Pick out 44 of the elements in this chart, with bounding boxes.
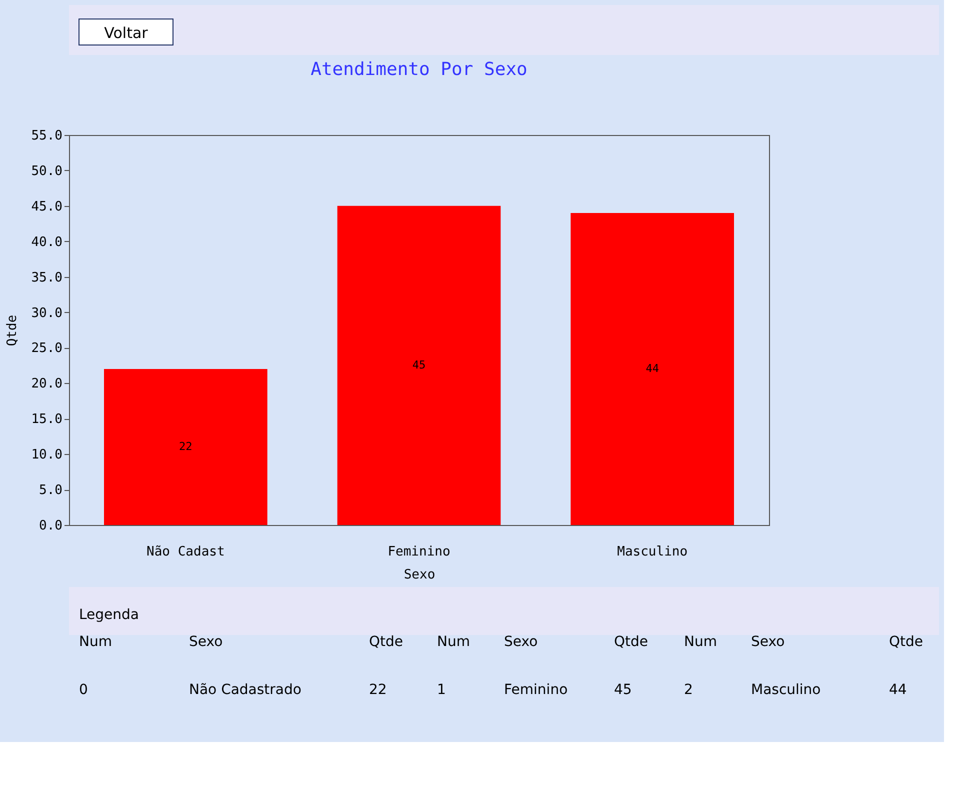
data-label: 44 xyxy=(646,362,660,375)
x-axis-title: Sexo xyxy=(404,568,436,582)
data-label: 45 xyxy=(412,358,426,372)
y-tick-label: 10.0 xyxy=(31,448,62,463)
y-tick-label: 25.0 xyxy=(31,341,62,356)
y-tick-label: 40.0 xyxy=(31,234,62,250)
y-tick-label: 0.0 xyxy=(39,518,62,534)
x-tick-label: Não Cadast xyxy=(146,544,225,560)
text: 22 xyxy=(369,682,387,698)
y-tick-label: 5.0 xyxy=(39,483,62,498)
text: Sexo xyxy=(504,634,538,650)
data-label: 22 xyxy=(179,440,192,453)
y-tick-label: 20.0 xyxy=(31,376,62,392)
text: 44 xyxy=(889,682,907,698)
y-tick-label: 45.0 xyxy=(31,199,62,214)
text: Num xyxy=(684,634,717,650)
text: Sexo xyxy=(751,634,785,650)
text: Sexo xyxy=(189,634,223,650)
bar xyxy=(337,206,501,525)
text: Voltar xyxy=(104,24,149,42)
text: Não Cadastrado xyxy=(189,682,302,698)
x-tick-label: Masculino xyxy=(617,544,688,560)
x-tick-label: Feminino xyxy=(388,544,450,560)
y-tick-label: 55.0 xyxy=(31,128,62,144)
text: 2 xyxy=(684,682,693,698)
y-tick-label: 35.0 xyxy=(31,270,62,286)
text: Num xyxy=(79,634,112,650)
text: Num xyxy=(437,634,470,650)
bar xyxy=(570,213,734,525)
text: Qtde xyxy=(889,634,924,650)
text: 45 xyxy=(614,682,632,698)
text: 0 xyxy=(79,682,88,698)
text: Feminino xyxy=(504,682,568,698)
y-tick-label: 15.0 xyxy=(31,412,62,428)
bar xyxy=(104,369,268,525)
text: Legenda xyxy=(79,607,140,623)
text: Masculino xyxy=(751,682,821,698)
y-tick-label: 30.0 xyxy=(31,306,62,321)
text: Qtde xyxy=(614,634,648,650)
y-axis-title: Qtde xyxy=(5,314,20,346)
text: 1 xyxy=(437,682,446,698)
chart-title: Atendimento Por Sexo xyxy=(310,59,528,80)
text: Qtde xyxy=(369,634,404,650)
y-tick-label: 50.0 xyxy=(31,164,62,179)
